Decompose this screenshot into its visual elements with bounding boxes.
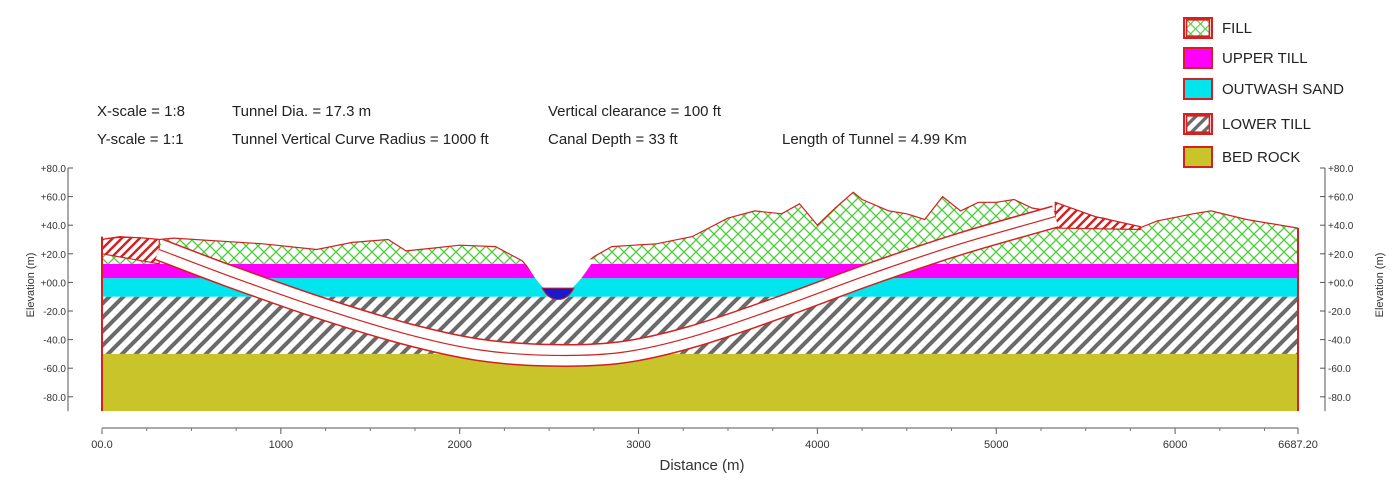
legend-label-fill: FILL <box>1222 19 1253 37</box>
tunnel-centerline <box>158 216 1056 357</box>
y-scale-text: Y-scale = 1:1 <box>97 131 184 148</box>
outwash-sand-swatch-icon <box>1183 78 1213 100</box>
x-tick-label: 1000 <box>269 439 293 451</box>
y-tick-label-left: -40.0 <box>43 336 66 347</box>
y-tick-label-right: +40.0 <box>1328 221 1354 232</box>
canal-cut <box>522 256 594 289</box>
axes: 00.0 1000 2000 3000 4000 5000 6000 6687.20 +80.0… <box>41 164 1354 451</box>
layer-outwash-sand <box>102 278 1298 297</box>
layer-bed-rock <box>102 353 1298 412</box>
fill-swatch-icon <box>1183 17 1213 39</box>
canal-water <box>541 287 575 301</box>
x-axis-label: Distance (m) <box>659 457 744 474</box>
legend-item-bed-rock: BED ROCK <box>1183 145 1300 169</box>
y-tick-label-right: -20.0 <box>1328 307 1351 318</box>
tunnel <box>155 205 1059 368</box>
fill-layer <box>101 191 1299 291</box>
y-tick-label-right: +00.0 <box>1328 278 1354 289</box>
x-tick-label: 4000 <box>805 439 829 451</box>
y-tick-label-right: -60.0 <box>1328 364 1351 375</box>
vertical-clearance-text: Vertical clearance = 100 ft <box>548 103 722 120</box>
legend-item-fill: FILL <box>1183 16 1252 40</box>
portal-right <box>1054 201 1141 231</box>
y-tick-label-left: +80.0 <box>41 164 67 175</box>
x-tick-label: 6687.20 <box>1278 439 1318 451</box>
tunnel-length-text: Length of Tunnel = 4.99 Km <box>782 131 967 148</box>
legend-item-upper-till: UPPER TILL <box>1183 46 1308 70</box>
y-tick-label-right: +60.0 <box>1328 193 1354 204</box>
y-tick-label-left: -60.0 <box>43 364 66 375</box>
legend-item-outwash-sand: OUTWASH SAND <box>1183 77 1344 101</box>
y-tick-label-right: -80.0 <box>1328 393 1351 404</box>
legend-label-lower-till: LOWER TILL <box>1222 115 1311 133</box>
legend-label-outwash-sand: OUTWASH SAND <box>1222 80 1344 98</box>
y-tick-label-right: +80.0 <box>1328 164 1354 175</box>
y-axis-label-left: Elevation (m) <box>25 253 37 318</box>
x-tick-label: 00.0 <box>91 439 112 451</box>
y-tick-label-left: -80.0 <box>43 393 66 404</box>
y-tick-label-left: +00.0 <box>41 278 67 289</box>
curve-radius-text: Tunnel Vertical Curve Radius = 1000 ft <box>232 131 489 148</box>
legend-label-upper-till: UPPER TILL <box>1222 49 1308 67</box>
x-tick-label: 3000 <box>626 439 650 451</box>
canal <box>522 256 594 301</box>
fill-area <box>102 192 1298 290</box>
lower-till-swatch-icon <box>1183 113 1213 135</box>
y-axis-label-right: Elevation (m) <box>1374 253 1386 318</box>
bed-rock-swatch-icon <box>1183 146 1213 168</box>
y-tick-label-left: -20.0 <box>43 307 66 318</box>
y-tick-label-left: +20.0 <box>41 250 67 261</box>
legend-label-bed-rock: BED ROCK <box>1222 148 1301 166</box>
legend-item-lower-till: LOWER TILL <box>1183 112 1311 136</box>
y-tick-label-right: -40.0 <box>1328 336 1351 347</box>
x-tick-label: 6000 <box>1163 439 1187 451</box>
x-scale-text: X-scale = 1:8 <box>97 103 185 120</box>
upper-till-swatch-icon <box>1183 47 1213 69</box>
canal-depth-text: Canal Depth = 33 ft <box>548 131 678 148</box>
layer-upper-till <box>102 263 1298 279</box>
y-tick-label-left: +40.0 <box>41 221 67 232</box>
x-tick-label: 2000 <box>447 439 471 451</box>
y-tick-label-left: +60.0 <box>41 193 67 204</box>
x-tick-label: 5000 <box>984 439 1008 451</box>
y-tick-label-right: +20.0 <box>1328 250 1354 261</box>
tunnel-diameter-text: Tunnel Dia. = 17.3 m <box>232 103 372 120</box>
